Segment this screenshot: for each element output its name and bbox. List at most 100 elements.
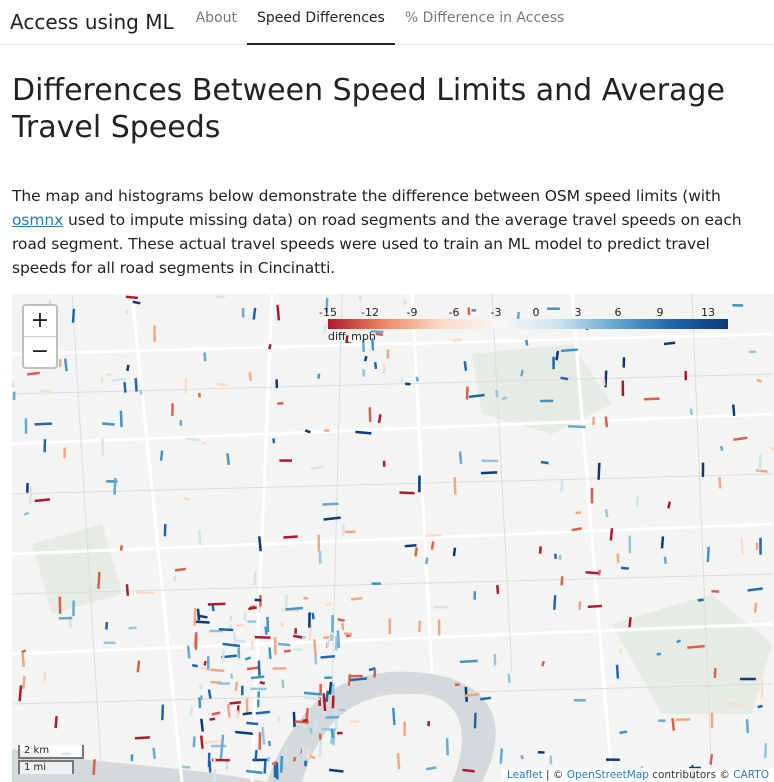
- road-segment[interactable]: [585, 571, 600, 575]
- road-segment[interactable]: [119, 544, 124, 551]
- road-segment[interactable]: [361, 340, 366, 353]
- road-segment[interactable]: [391, 707, 396, 726]
- road-segment[interactable]: [27, 371, 40, 376]
- road-segment[interactable]: [268, 647, 272, 659]
- road-segment[interactable]: [480, 471, 498, 475]
- road-segment[interactable]: [317, 373, 321, 379]
- road-segment[interactable]: [292, 756, 297, 762]
- road-segment[interactable]: [271, 760, 278, 766]
- road-segment[interactable]: [123, 382, 127, 393]
- road-segment[interactable]: [507, 673, 511, 684]
- road-segment[interactable]: [689, 408, 694, 416]
- road-segment[interactable]: [257, 660, 261, 676]
- road-segment[interactable]: [294, 720, 310, 724]
- road-segment[interactable]: [250, 675, 265, 680]
- road-segment[interactable]: [587, 604, 603, 609]
- road-segment[interactable]: [229, 673, 234, 680]
- road-segment[interactable]: [261, 726, 266, 745]
- road-segment[interactable]: [740, 537, 745, 556]
- road-segment[interactable]: [102, 422, 115, 426]
- road-segment[interactable]: [283, 649, 291, 653]
- road-segment[interactable]: [259, 681, 265, 685]
- road-segment[interactable]: [100, 377, 104, 383]
- map-tiles[interactable]: [12, 294, 774, 782]
- road-segment[interactable]: [246, 666, 260, 671]
- road-segment[interactable]: [34, 498, 51, 503]
- road-segment[interactable]: [292, 711, 296, 727]
- road-segment[interactable]: [597, 462, 601, 480]
- road-segment[interactable]: [635, 496, 640, 507]
- road-segment[interactable]: [425, 533, 442, 538]
- brand-title[interactable]: Access using ML: [10, 10, 174, 34]
- road-segment[interactable]: [459, 659, 478, 664]
- road-segment[interactable]: [314, 653, 318, 665]
- road-segment[interactable]: [304, 429, 311, 434]
- road-segment[interactable]: [264, 626, 268, 635]
- road-segment[interactable]: [706, 546, 710, 563]
- road-segment[interactable]: [541, 660, 545, 667]
- road-segment[interactable]: [538, 546, 542, 554]
- road-segment[interactable]: [174, 567, 187, 572]
- road-segment[interactable]: [193, 608, 197, 626]
- road-segment[interactable]: [134, 736, 150, 740]
- road-segment[interactable]: [656, 652, 662, 656]
- road-segment[interactable]: [770, 447, 774, 450]
- road-segment[interactable]: [281, 608, 299, 613]
- road-segment[interactable]: [660, 536, 665, 549]
- road-segment[interactable]: [244, 656, 252, 661]
- road-segment[interactable]: [328, 768, 344, 773]
- road-segment[interactable]: [323, 516, 341, 521]
- road-segment[interactable]: [560, 348, 578, 353]
- road-segment[interactable]: [226, 453, 231, 466]
- road-segment[interactable]: [134, 378, 138, 392]
- road-segment[interactable]: [480, 696, 492, 701]
- road-segment[interactable]: [229, 700, 242, 705]
- road-segment[interactable]: [136, 591, 155, 595]
- road-segment[interactable]: [303, 596, 309, 600]
- road-segment[interactable]: [755, 469, 768, 473]
- road-segment[interactable]: [40, 389, 52, 393]
- road-segment[interactable]: [292, 634, 303, 639]
- road-segment[interactable]: [258, 536, 262, 552]
- road-segment[interactable]: [540, 460, 549, 465]
- road-segment[interactable]: [211, 604, 215, 612]
- road-segment[interactable]: [310, 465, 324, 470]
- road-segment[interactable]: [373, 669, 377, 678]
- road-segment[interactable]: [311, 612, 315, 620]
- road-segment[interactable]: [172, 575, 177, 582]
- road-segment[interactable]: [97, 571, 101, 589]
- road-segment[interactable]: [302, 718, 308, 723]
- road-segment[interactable]: [235, 639, 246, 643]
- road-segment[interactable]: [320, 654, 336, 659]
- road-segment[interactable]: [22, 675, 26, 690]
- speed-difference-map[interactable]: + − -15 -12 -9 -6 -3 0 3 6 9 13 diff_mph…: [12, 294, 774, 782]
- road-segment[interactable]: [136, 660, 141, 673]
- road-segment[interactable]: [355, 430, 372, 435]
- nav-about[interactable]: About: [195, 9, 238, 26]
- road-segment[interactable]: [452, 547, 457, 557]
- zoom-out-button[interactable]: −: [30, 339, 50, 364]
- road-segment[interactable]: [246, 721, 259, 726]
- road-segment[interactable]: [161, 704, 165, 721]
- road-segment[interactable]: [733, 436, 748, 441]
- road-segment[interactable]: [337, 617, 345, 622]
- road-segment[interactable]: [191, 663, 198, 668]
- road-segment[interactable]: [309, 755, 316, 760]
- road-segment[interactable]: [597, 569, 602, 576]
- road-segment[interactable]: [112, 377, 126, 383]
- road-segment[interactable]: [709, 753, 714, 765]
- road-segment[interactable]: [377, 414, 382, 424]
- road-segment[interactable]: [604, 509, 609, 518]
- road-segment[interactable]: [216, 383, 228, 387]
- road-segment[interactable]: [203, 660, 207, 666]
- road-segment[interactable]: [756, 378, 762, 383]
- road-segment[interactable]: [267, 740, 272, 747]
- road-segment[interactable]: [199, 695, 203, 701]
- road-segment[interactable]: [426, 766, 437, 771]
- road-segment[interactable]: [404, 543, 417, 548]
- road-segment[interactable]: [64, 358, 68, 372]
- road-segment[interactable]: [189, 706, 194, 717]
- road-segment[interactable]: [555, 350, 560, 361]
- road-segment[interactable]: [197, 529, 202, 546]
- road-segment[interactable]: [201, 441, 206, 445]
